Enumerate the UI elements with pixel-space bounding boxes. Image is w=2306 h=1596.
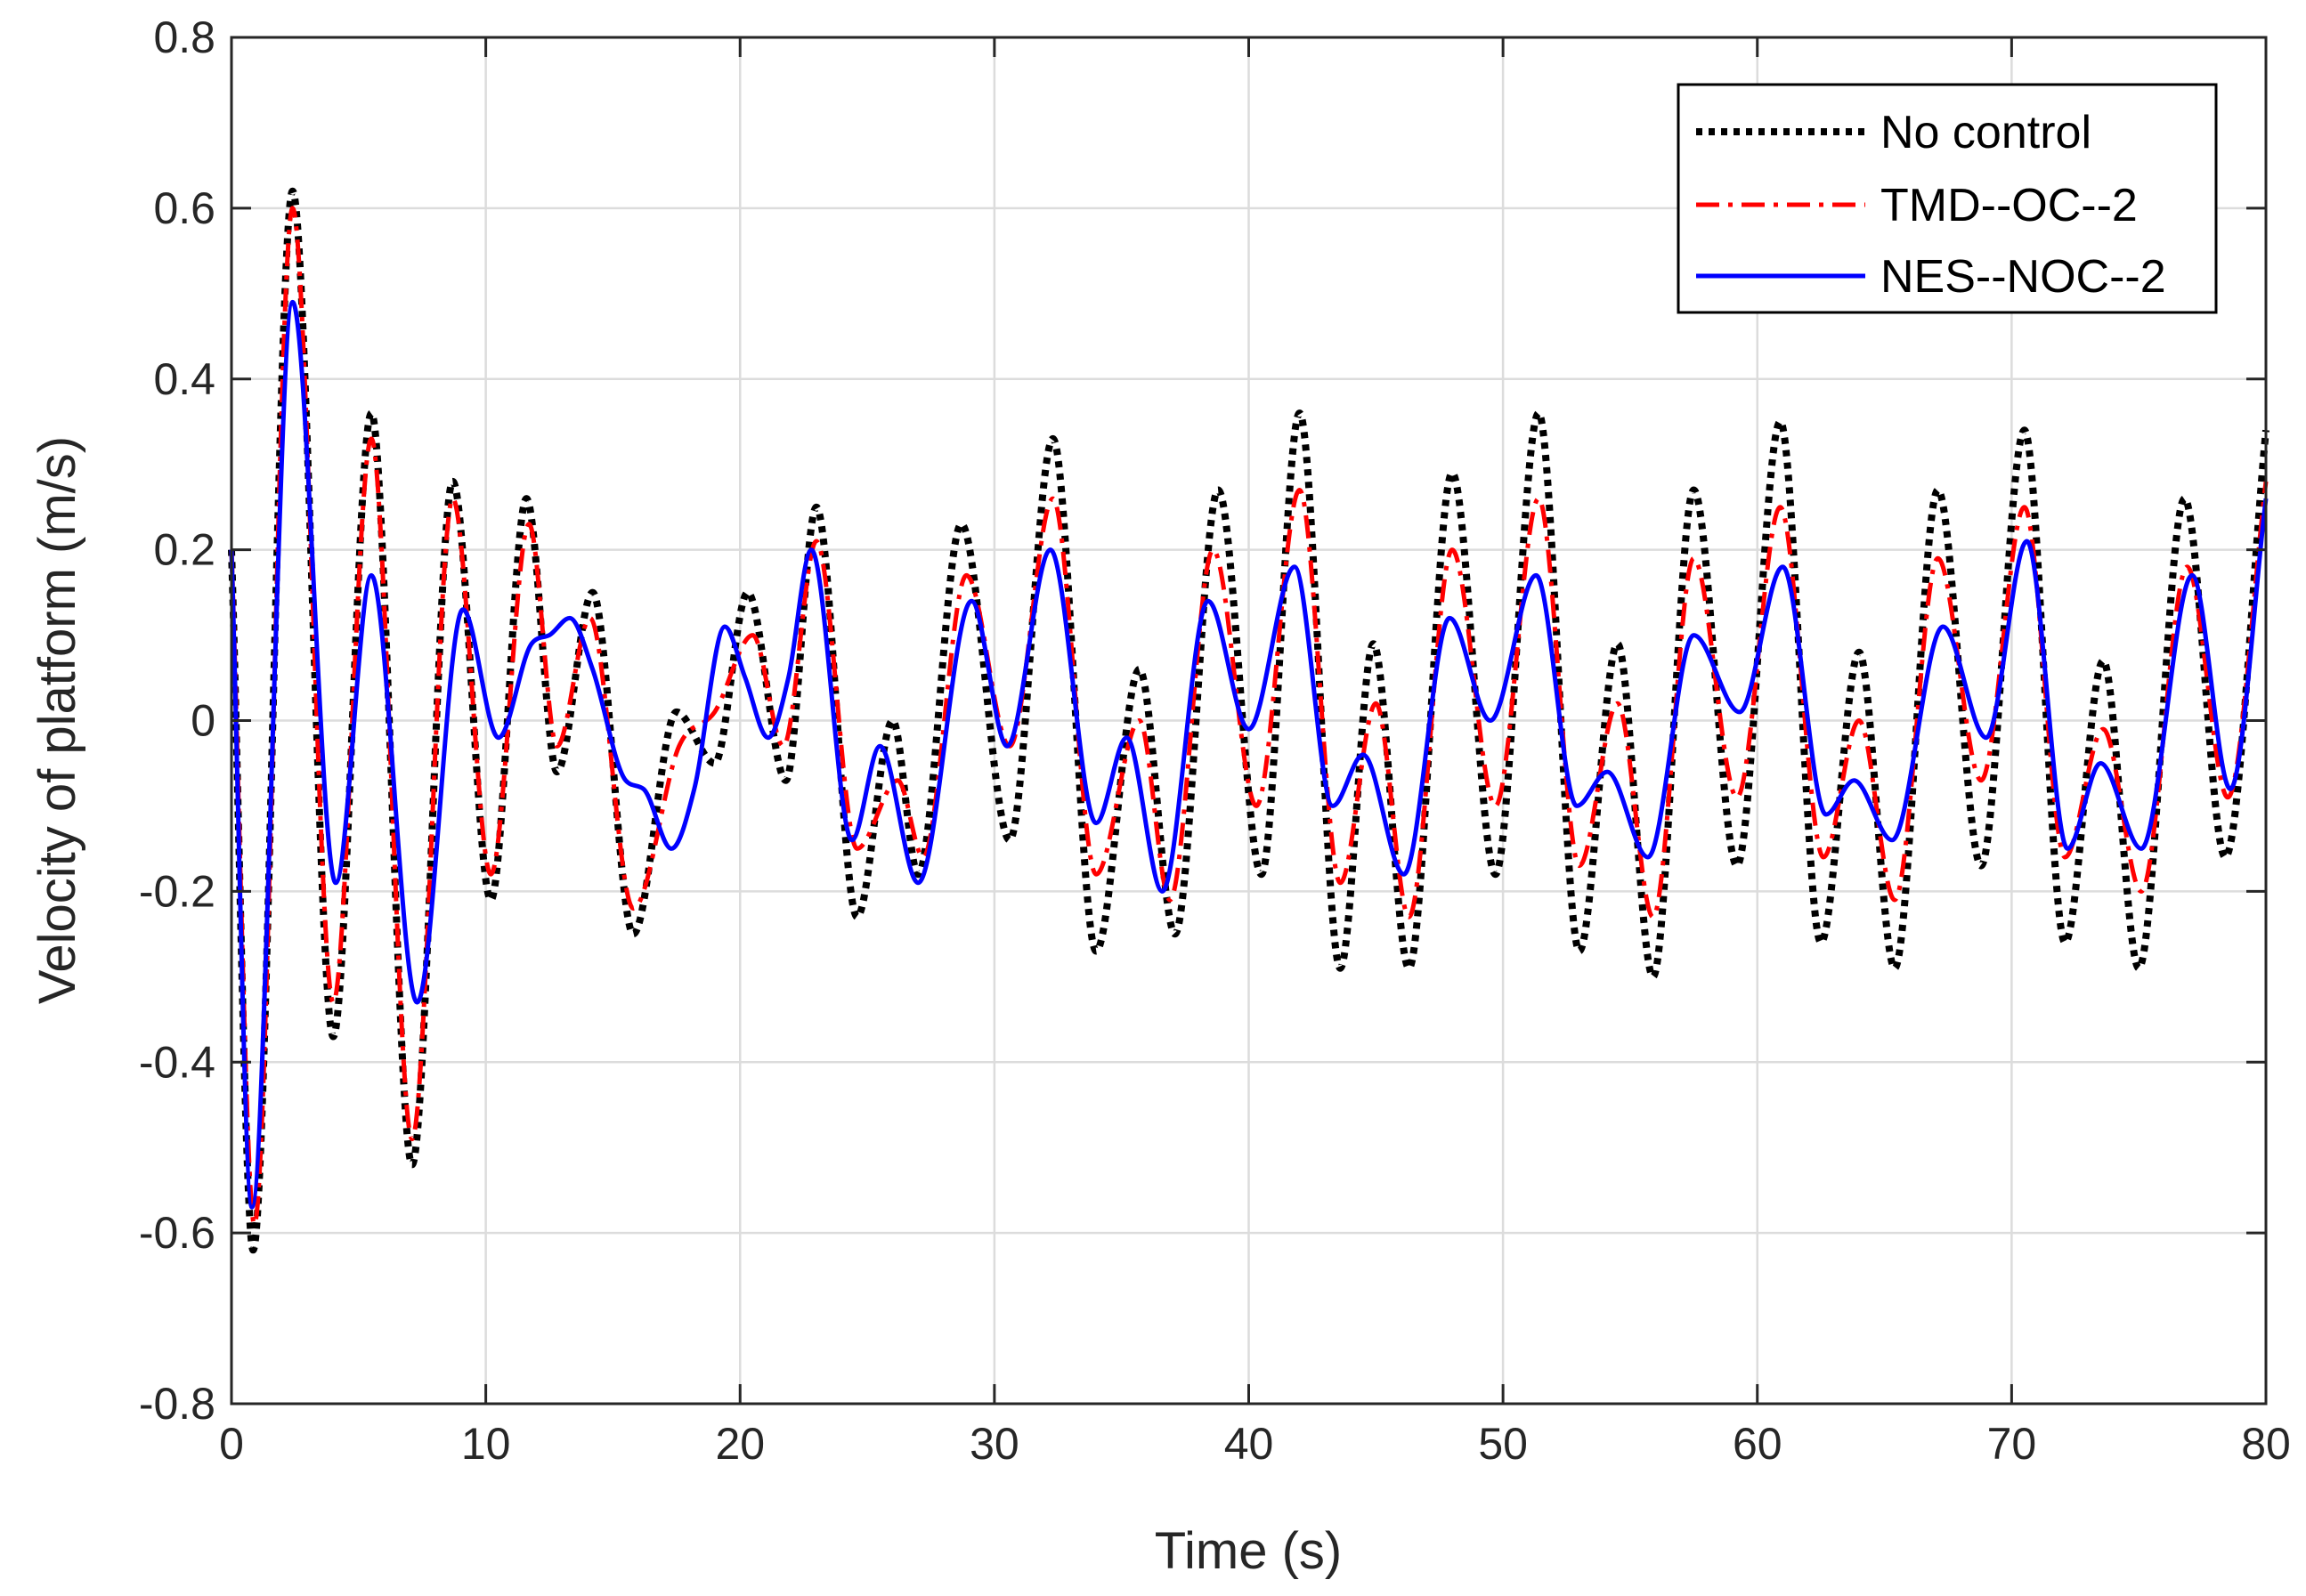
series-line-nes-noc-2 bbox=[229, 299, 2269, 1210]
y-axis-title: Velocity of platform (m/s) bbox=[28, 436, 86, 1004]
x-tick-label: 40 bbox=[1224, 1419, 1274, 1469]
legend: No control TMD--OC--2 NES--NOC--2 bbox=[1677, 83, 2218, 314]
x-axis-title: Time (s) bbox=[1155, 1522, 1342, 1580]
y-tick-label: 0.2 bbox=[153, 525, 215, 575]
legend-label-tmd-oc-2: TMD--OC--2 bbox=[1880, 180, 2138, 231]
y-tick-label: -0.8 bbox=[139, 1379, 215, 1429]
x-tick-label: 80 bbox=[2241, 1419, 2291, 1469]
y-tick-labels: -0.8 -0.6 -0.4 -0.2 0 0.2 0.4 0.6 0.8 bbox=[139, 12, 215, 1429]
x-tick-label: 0 bbox=[219, 1419, 244, 1469]
x-tick-label: 10 bbox=[461, 1419, 511, 1469]
x-tick-label: 60 bbox=[1733, 1419, 1782, 1469]
x-tick-label: 50 bbox=[1478, 1419, 1528, 1469]
x-tick-labels: 0 10 20 30 40 50 60 70 80 bbox=[219, 1419, 2291, 1469]
x-tick-label: 20 bbox=[715, 1419, 765, 1469]
series-line-tmd-oc-2 bbox=[229, 206, 2269, 1227]
y-tick-label: 0.4 bbox=[153, 354, 215, 404]
y-tick-label: -0.6 bbox=[139, 1208, 215, 1258]
tick-marks bbox=[230, 36, 2268, 1406]
legend-label-nes-noc-2: NES--NOC--2 bbox=[1880, 251, 2166, 303]
y-tick-label: -0.2 bbox=[139, 866, 215, 916]
x-tick-label: 30 bbox=[970, 1419, 1019, 1469]
y-tick-label: 0.6 bbox=[153, 183, 215, 233]
y-tick-label: 0.8 bbox=[153, 12, 215, 62]
y-tick-label: 0 bbox=[191, 696, 215, 746]
y-tick-label: -0.4 bbox=[139, 1037, 215, 1087]
series-layer bbox=[228, 187, 2269, 1254]
x-tick-label: 70 bbox=[1987, 1419, 2037, 1469]
legend-label-no-control: No control bbox=[1880, 107, 2091, 158]
